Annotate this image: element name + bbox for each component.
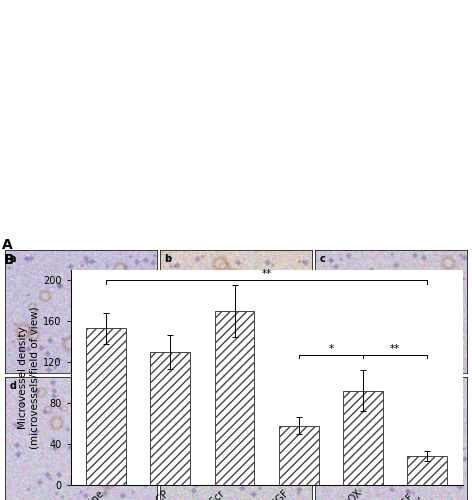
- Bar: [86, 328, 126, 485]
- Text: *: *: [329, 344, 333, 354]
- Bar: [343, 391, 383, 485]
- Text: A: A: [2, 238, 13, 252]
- Text: **: **: [390, 344, 400, 354]
- Text: a: a: [9, 254, 16, 264]
- Bar: [215, 311, 254, 485]
- Text: B: B: [4, 253, 15, 267]
- Bar: [151, 352, 190, 485]
- Text: d: d: [9, 380, 17, 390]
- Text: b: b: [164, 254, 171, 264]
- Text: **: **: [261, 269, 272, 279]
- Text: c: c: [319, 254, 325, 264]
- Text: e: e: [164, 380, 171, 390]
- Y-axis label: Microvessel density
(microvessels/field of view): Microvessel density (microvessels/field …: [17, 306, 39, 449]
- Text: f: f: [319, 380, 323, 390]
- Bar: [407, 456, 447, 485]
- Bar: [279, 426, 319, 485]
